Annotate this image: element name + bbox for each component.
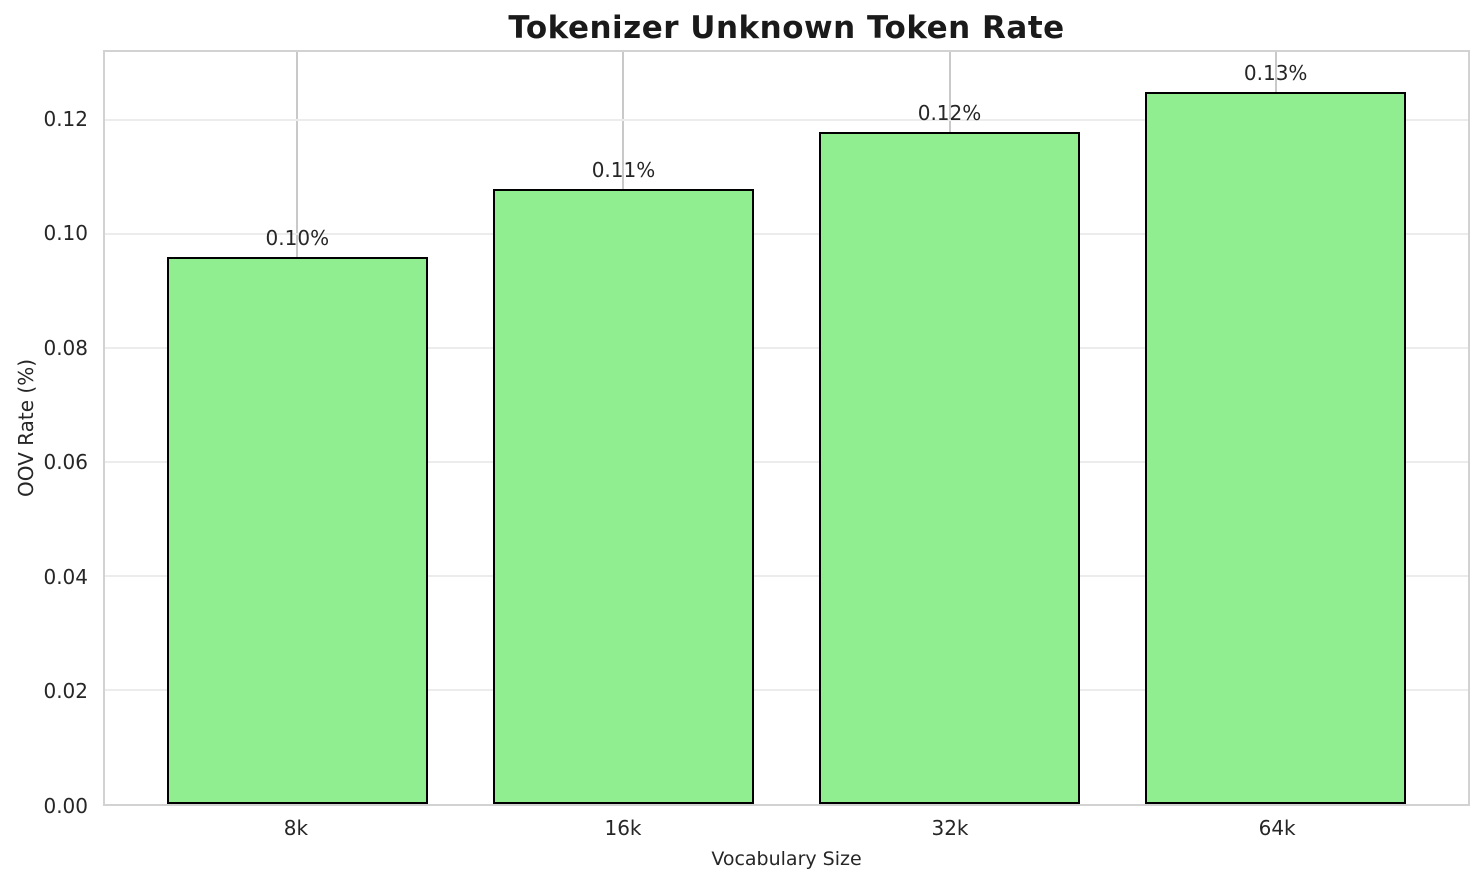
chart-title: Tokenizer Unknown Token Rate bbox=[508, 10, 1065, 46]
bar-64k bbox=[1145, 91, 1407, 804]
y-tick-label: 0.08 bbox=[43, 335, 88, 360]
horizontal-gridline bbox=[105, 461, 1468, 464]
bar-value-label: 0.10% bbox=[265, 226, 330, 251]
y-tick-label: 0.12 bbox=[43, 106, 88, 131]
horizontal-gridline bbox=[105, 233, 1468, 236]
horizontal-gridline bbox=[105, 689, 1468, 692]
y-axis-title: OOV Rate (%) bbox=[14, 359, 38, 497]
x-tick-label: 16k bbox=[604, 816, 642, 840]
x-tick-label: 64k bbox=[1258, 816, 1296, 840]
plot-area: 0.10% 0.11% 0.12% 0.13% bbox=[103, 50, 1470, 806]
horizontal-gridline bbox=[105, 347, 1468, 350]
y-tick-label: 0.00 bbox=[43, 794, 88, 818]
horizontal-gridline bbox=[105, 119, 1468, 122]
bar-value-label: 0.12% bbox=[917, 100, 982, 125]
bar-value-label: 0.11% bbox=[591, 157, 656, 182]
horizontal-gridline bbox=[105, 575, 1468, 578]
y-tick-label: 0.02 bbox=[43, 679, 88, 704]
bar-value-label: 0.13% bbox=[1243, 60, 1308, 85]
y-tick-label: 0.10 bbox=[43, 221, 88, 246]
bar-16k bbox=[492, 188, 754, 804]
x-tick-label: 8k bbox=[283, 816, 309, 840]
y-tick-label: 0.06 bbox=[43, 450, 88, 475]
bar-32k bbox=[819, 131, 1080, 804]
x-tick-label: 32k bbox=[931, 816, 969, 840]
bar-8k bbox=[166, 257, 428, 804]
x-axis-title: Vocabulary Size bbox=[711, 848, 862, 870]
y-tick-label: 0.04 bbox=[43, 564, 88, 589]
